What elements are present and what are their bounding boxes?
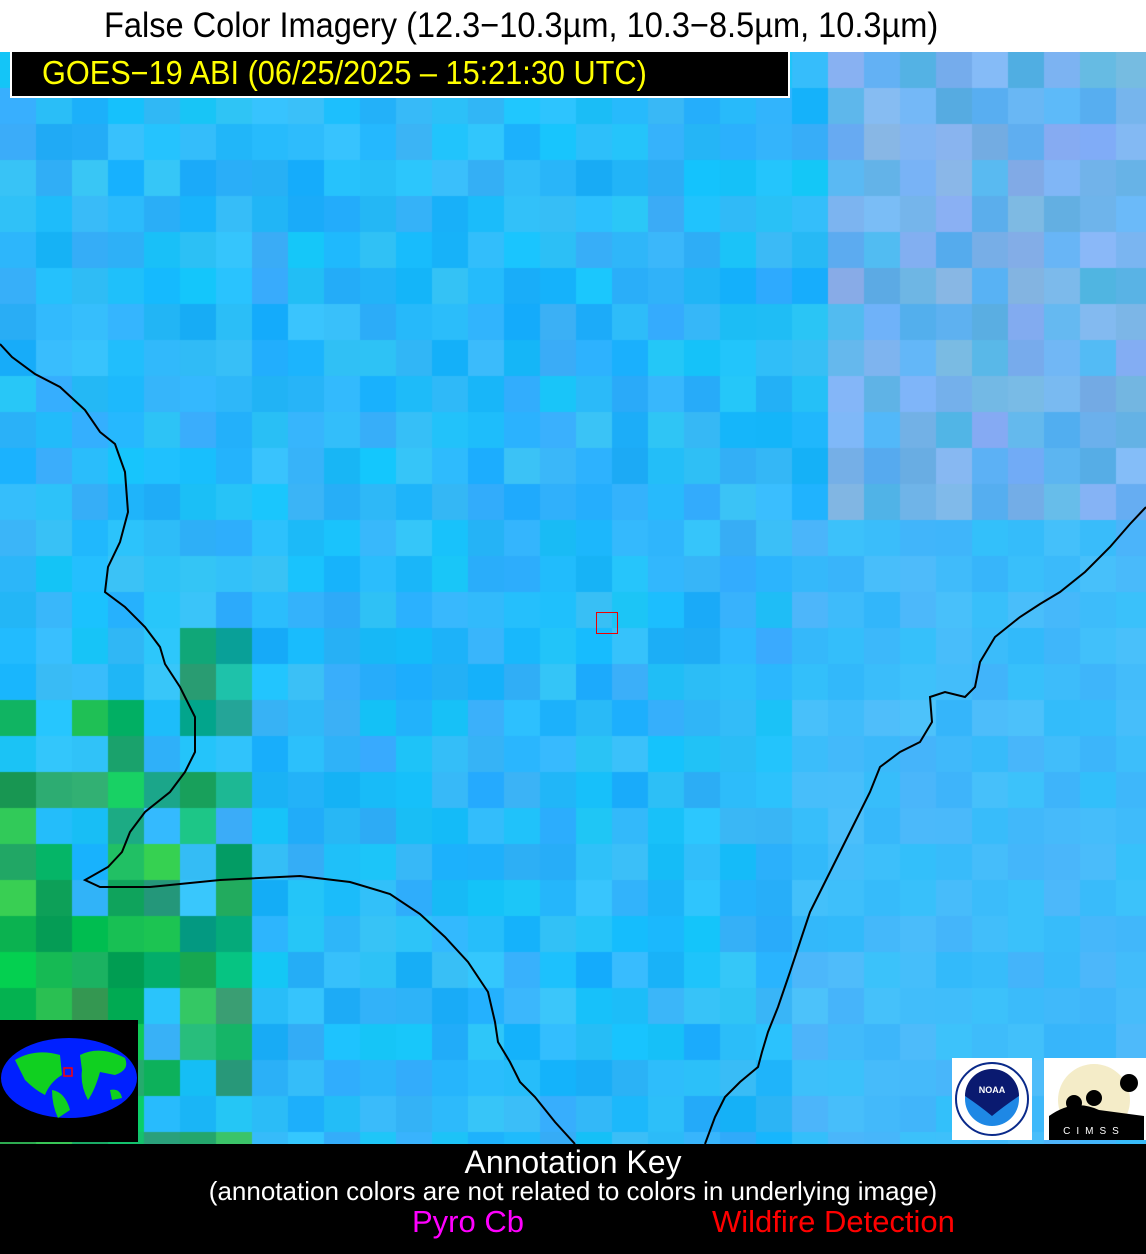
coastline-overlay	[0, 343, 1146, 1144]
globe-locator-map	[0, 1020, 138, 1142]
noaa-logo: NOAA	[952, 1058, 1032, 1140]
annotation-key-title: Annotation Key	[464, 1144, 682, 1180]
cimss-logo: CIMSS	[1044, 1058, 1146, 1140]
satellite-imagery	[0, 52, 1146, 1144]
svg-text:CIMSS: CIMSS	[1063, 1126, 1125, 1137]
coastline-west	[0, 343, 576, 1144]
false-color-pixel-grid	[0, 52, 1146, 1144]
timestamp-banner: GOES−19 ABI (06/25/2025 – 15:21:30 UTC)	[10, 52, 790, 98]
legend-wildfire-detection: Wildfire Detection	[712, 1204, 955, 1239]
cimss-logo-icon: CIMSS	[1049, 1064, 1144, 1140]
globe-icon	[1, 1038, 137, 1118]
svg-text:NOAA: NOAA	[979, 1085, 1006, 1095]
wildfire-detection-marker	[596, 612, 618, 634]
image-title: False Color Imagery (12.3−10.3µm, 10.3−8…	[0, 0, 1146, 52]
timestamp-text: GOES−19 ABI (06/25/2025 – 15:21:30 UTC)	[42, 54, 647, 91]
annotation-key-subtitle: (annotation colors are not related to co…	[208, 1176, 938, 1206]
noaa-logo-icon: NOAA	[955, 1062, 1029, 1136]
annotation-key: Annotation Key (annotation colors are no…	[0, 1144, 1146, 1254]
coastline-east	[704, 506, 1146, 1144]
legend-pyro-cb: Pyro Cb	[412, 1204, 524, 1239]
title-text: False Color Imagery (12.3−10.3µm, 10.3−8…	[104, 6, 939, 45]
